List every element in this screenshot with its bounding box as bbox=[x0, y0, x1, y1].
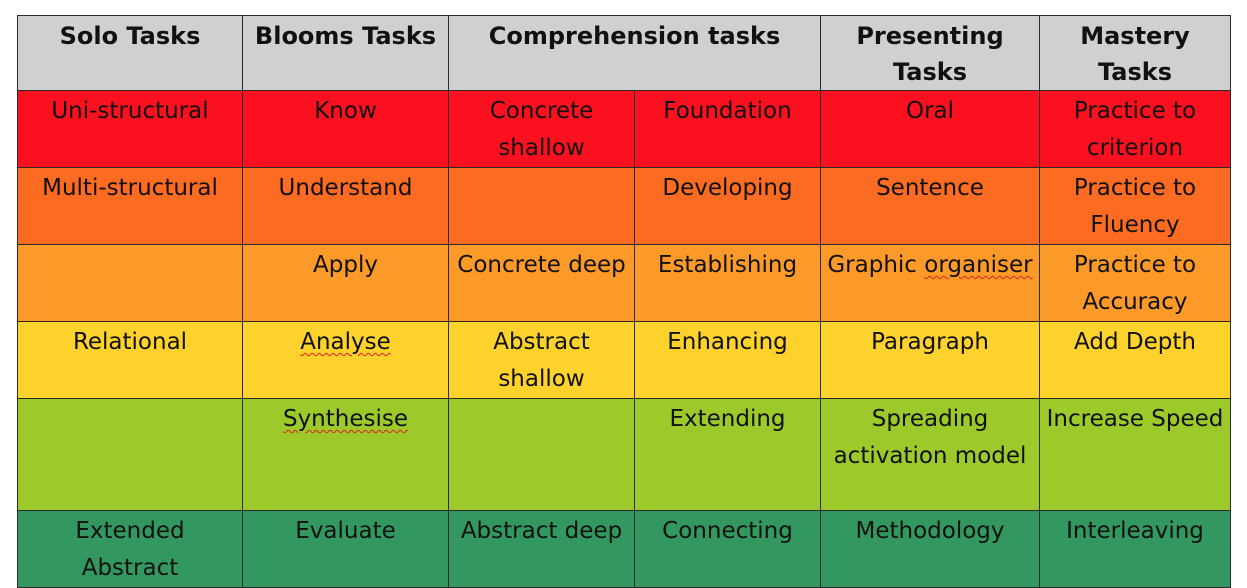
cell-mastery: Increase Speed bbox=[1039, 398, 1231, 511]
cell-mastery: Practice to Fluency bbox=[1039, 167, 1231, 245]
cell-mastery: Interleaving bbox=[1039, 510, 1231, 588]
header-presenting: Presenting Tasks bbox=[820, 15, 1040, 91]
spellcheck-text: Graphic organiser bbox=[827, 252, 1033, 278]
cell-comprehension-a: Abstract shallow bbox=[448, 321, 635, 399]
cell-mastery: Add Depth bbox=[1039, 321, 1231, 399]
cell-solo: Relational bbox=[17, 321, 243, 399]
cell-blooms: Apply bbox=[242, 244, 449, 322]
cell-mastery: Practice to criterion bbox=[1039, 90, 1231, 168]
table-row: Relational Analyse Abstract shallow Enha… bbox=[17, 321, 1231, 399]
table-row: Extended Abstract Evaluate Abstract deep… bbox=[17, 510, 1231, 588]
table-row: Multi-structural Understand Developing S… bbox=[17, 167, 1231, 245]
cell-solo: Multi-structural bbox=[17, 167, 243, 245]
cell-presenting: Spreading activation model bbox=[820, 398, 1040, 511]
header-row: Solo Tasks Blooms Tasks Comprehension ta… bbox=[17, 15, 1231, 91]
cell-mastery: Practice to Accuracy bbox=[1039, 244, 1231, 322]
cell-presenting: Paragraph bbox=[820, 321, 1040, 399]
spellcheck-word: organiser bbox=[924, 252, 1033, 278]
header-comprehension: Comprehension tasks bbox=[448, 15, 821, 91]
header-mastery: Mastery Tasks bbox=[1039, 15, 1231, 91]
header-blooms: Blooms Tasks bbox=[242, 15, 449, 91]
spellcheck-text: Synthesise bbox=[282, 406, 409, 432]
cell-comprehension-b: Extending bbox=[634, 398, 821, 511]
cell-comprehension-b: Developing bbox=[634, 167, 821, 245]
cell-comprehension-b: Foundation bbox=[634, 90, 821, 168]
cell-solo bbox=[17, 244, 243, 322]
taxonomy-table: Solo Tasks Blooms Tasks Comprehension ta… bbox=[17, 15, 1231, 588]
cell-comprehension-a: Concrete shallow bbox=[448, 90, 635, 168]
cell-comprehension-a: Abstract deep bbox=[448, 510, 635, 588]
cell-comprehension-b: Connecting bbox=[634, 510, 821, 588]
table-row: Synthesise Extending Spreading activatio… bbox=[17, 398, 1231, 511]
cell-blooms: Analyse bbox=[242, 321, 449, 399]
cell-blooms: Evaluate bbox=[242, 510, 449, 588]
cell-solo: Extended Abstract bbox=[17, 510, 243, 588]
cell-blooms: Know bbox=[242, 90, 449, 168]
cell-comprehension-a bbox=[448, 167, 635, 245]
cell-presenting: Oral bbox=[820, 90, 1040, 168]
cell-comprehension-a bbox=[448, 398, 635, 511]
table-row: Uni-structural Know Concrete shallow Fou… bbox=[17, 90, 1231, 168]
cell-presenting: Graphic organiser bbox=[820, 244, 1040, 322]
cell-solo: Uni-structural bbox=[17, 90, 243, 168]
cell-comprehension-b: Establishing bbox=[634, 244, 821, 322]
cell-blooms: Understand bbox=[242, 167, 449, 245]
header-solo: Solo Tasks bbox=[17, 15, 243, 91]
cell-solo bbox=[17, 398, 243, 511]
cell-presenting: Methodology bbox=[820, 510, 1040, 588]
spellcheck-text: Analyse bbox=[300, 329, 391, 355]
cell-presenting: Sentence bbox=[820, 167, 1040, 245]
cell-comprehension-b: Enhancing bbox=[634, 321, 821, 399]
table-row: Apply Concrete deep Establishing Graphic… bbox=[17, 244, 1231, 322]
cell-blooms: Synthesise bbox=[242, 398, 449, 511]
cell-comprehension-a: Concrete deep bbox=[448, 244, 635, 322]
